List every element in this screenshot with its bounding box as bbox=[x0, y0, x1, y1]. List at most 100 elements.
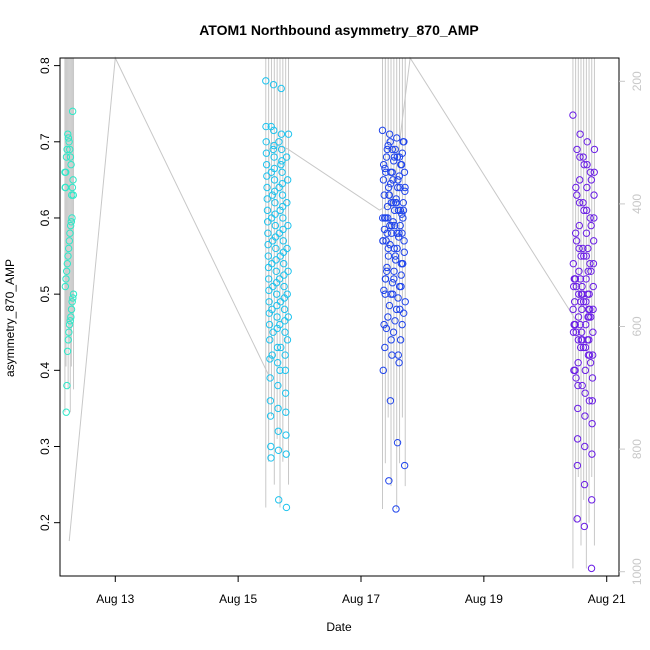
data-point bbox=[583, 138, 591, 146]
data-point bbox=[65, 138, 73, 146]
data-point bbox=[379, 176, 388, 184]
data-point bbox=[62, 408, 70, 416]
data-point bbox=[400, 168, 409, 176]
data-point bbox=[388, 145, 397, 154]
data-point bbox=[589, 237, 598, 245]
data-point bbox=[400, 248, 408, 256]
data-point bbox=[280, 305, 289, 314]
data-point bbox=[575, 199, 584, 207]
data-point bbox=[380, 286, 388, 295]
data-point bbox=[381, 275, 390, 283]
data-point bbox=[393, 229, 401, 237]
data-point bbox=[68, 107, 77, 116]
data-point bbox=[69, 290, 78, 298]
data-point bbox=[582, 275, 590, 283]
data-point bbox=[66, 317, 74, 325]
x-tick-label: Aug 13 bbox=[96, 592, 134, 606]
data-point bbox=[383, 202, 392, 211]
data-point bbox=[282, 431, 290, 439]
data-point bbox=[272, 256, 280, 264]
data-point bbox=[582, 229, 591, 237]
right-tick-label: 800 bbox=[630, 439, 644, 459]
data-point bbox=[394, 206, 403, 215]
data-point bbox=[391, 145, 399, 154]
data-point bbox=[395, 172, 403, 180]
data-point bbox=[583, 183, 591, 192]
data-point bbox=[67, 313, 75, 321]
data-point bbox=[282, 153, 291, 161]
x-tick-label: Aug 19 bbox=[465, 592, 503, 606]
data-point bbox=[582, 298, 590, 306]
data-point bbox=[277, 145, 286, 154]
data-point bbox=[63, 259, 72, 268]
data-point bbox=[386, 138, 394, 146]
data-point bbox=[378, 214, 387, 222]
data-point bbox=[572, 374, 580, 382]
y-tick-label: 0.2 bbox=[38, 514, 52, 531]
data-point bbox=[391, 317, 399, 325]
data-point bbox=[582, 206, 591, 215]
data-point bbox=[572, 328, 580, 336]
data-point bbox=[265, 320, 274, 329]
data-point bbox=[574, 336, 583, 344]
data-point bbox=[272, 267, 280, 275]
data-point bbox=[390, 275, 398, 283]
data-point bbox=[263, 218, 272, 226]
data-point bbox=[389, 176, 397, 184]
data-point bbox=[283, 290, 291, 298]
data-point bbox=[589, 259, 598, 268]
data-point bbox=[269, 80, 278, 89]
data-point bbox=[382, 324, 391, 333]
data-point bbox=[262, 77, 270, 85]
data-point bbox=[380, 320, 388, 329]
data-point bbox=[572, 282, 581, 291]
data-point bbox=[590, 191, 598, 199]
data-point bbox=[381, 164, 389, 173]
data-point bbox=[394, 294, 402, 302]
data-point bbox=[397, 259, 406, 268]
data-point bbox=[581, 343, 590, 352]
x-tick-label: Aug 21 bbox=[588, 592, 626, 606]
data-point bbox=[391, 221, 399, 230]
data-point bbox=[394, 183, 402, 192]
data-point bbox=[390, 267, 398, 275]
data-point bbox=[281, 389, 290, 397]
data-point bbox=[277, 130, 286, 138]
data-point bbox=[267, 214, 276, 222]
data-point bbox=[382, 168, 390, 176]
data-point bbox=[268, 259, 276, 268]
data-point bbox=[271, 221, 280, 230]
data-point bbox=[262, 160, 271, 169]
data-point bbox=[576, 176, 584, 184]
data-point bbox=[579, 298, 588, 306]
data-point bbox=[391, 252, 400, 260]
data-point bbox=[264, 240, 272, 249]
data-point bbox=[398, 229, 406, 237]
data-point bbox=[385, 130, 394, 138]
data-point bbox=[396, 305, 404, 314]
data-point bbox=[572, 183, 580, 192]
right-tick-label: 200 bbox=[630, 71, 644, 91]
data-point bbox=[569, 328, 578, 336]
data-point bbox=[268, 191, 277, 199]
data-point bbox=[588, 351, 597, 359]
data-point bbox=[272, 290, 281, 298]
data-point bbox=[574, 404, 582, 413]
data-point bbox=[589, 282, 597, 291]
data-point bbox=[587, 564, 596, 573]
data-point bbox=[282, 408, 290, 416]
right-tick-label: 600 bbox=[630, 316, 644, 336]
data-point bbox=[276, 252, 285, 260]
x-tick-label: Aug 15 bbox=[219, 592, 257, 606]
data-point bbox=[266, 355, 274, 363]
data-point bbox=[66, 153, 75, 161]
data-point bbox=[576, 275, 585, 283]
data-point bbox=[273, 343, 282, 352]
data-point bbox=[396, 336, 405, 344]
data-point bbox=[276, 206, 284, 215]
data-point bbox=[270, 176, 279, 184]
data-point bbox=[584, 267, 592, 275]
data-point bbox=[276, 366, 284, 375]
data-point bbox=[570, 282, 578, 291]
data-point bbox=[68, 298, 76, 306]
